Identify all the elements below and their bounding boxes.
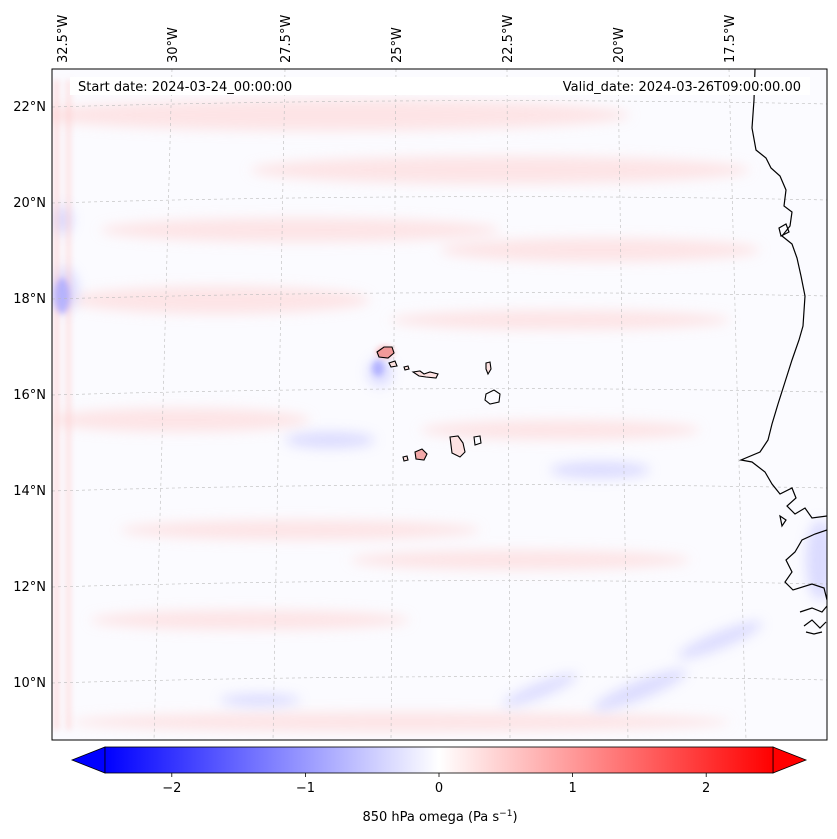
longitude-label: 17.5°W bbox=[723, 15, 738, 63]
latitude-label: 14°N bbox=[13, 484, 46, 499]
latitude-axis: 22°N 20°N 18°N 16°N 14°N 12°N 10°N bbox=[13, 100, 46, 691]
island-maio bbox=[473, 435, 482, 446]
colorbar-tick-label: −1 bbox=[296, 781, 315, 796]
longitude-label: 32.5°W bbox=[56, 15, 71, 63]
longitude-axis: 32.5°W 30°W 27.5°W 25°W 22.5°W 20°W 17.5… bbox=[56, 15, 738, 63]
start-date-label: Start date: 2024-03-24_00:00:00 bbox=[78, 80, 292, 95]
island-santa-luzia bbox=[403, 365, 410, 371]
latitude-label: 10°N bbox=[13, 676, 46, 691]
valid-date-label: Valid_date: 2024-03-26T09:00:00.00 bbox=[563, 80, 801, 95]
colorbar-tick-label: 2 bbox=[702, 781, 710, 796]
island-boa-vista bbox=[484, 389, 501, 405]
colorbar-extend-max bbox=[772, 746, 808, 774]
longitude-label: 22.5°W bbox=[501, 15, 516, 63]
longitude-label: 25°W bbox=[390, 27, 405, 63]
latitude-label: 18°N bbox=[13, 292, 46, 307]
colorbar: −2 −1 0 1 2 850 hPa omega (Pa s−1) bbox=[70, 746, 808, 825]
colorbar-label-main: 850 hPa omega (Pa s bbox=[362, 810, 499, 825]
longitude-label: 27.5°W bbox=[279, 15, 294, 63]
guinea-bissau-coast bbox=[799, 605, 827, 635]
colorbar-tick-label: 1 bbox=[568, 781, 576, 796]
island-brava bbox=[402, 455, 409, 462]
latitude-label: 22°N bbox=[13, 100, 46, 115]
latitude-label: 20°N bbox=[13, 196, 46, 211]
coastlines bbox=[738, 69, 827, 635]
coastal-islet-1 bbox=[778, 223, 790, 237]
map-panel: Start date: 2024-03-24_00:00:00 Valid_da… bbox=[52, 69, 827, 740]
longitude-label: 30°W bbox=[166, 27, 181, 63]
colorbar-ticks: −2 −1 0 1 2 bbox=[162, 773, 710, 796]
colorbar-label-close: ) bbox=[512, 810, 517, 825]
latitude-label: 16°N bbox=[13, 388, 46, 403]
coastal-islet-2 bbox=[779, 514, 787, 528]
date-info-strip bbox=[70, 77, 810, 95]
graticule bbox=[52, 69, 827, 740]
cape-verde-islands bbox=[376, 346, 501, 462]
island-fogo bbox=[414, 448, 428, 461]
western-edge-stripes bbox=[54, 80, 71, 730]
map-frame bbox=[51, 68, 828, 741]
island-sao-vicente bbox=[388, 360, 398, 368]
colorbar-tick-label: −2 bbox=[162, 781, 181, 796]
senegal-gambia-coast bbox=[784, 529, 827, 601]
colorbar-extend-min bbox=[70, 746, 106, 774]
longitude-label: 20°W bbox=[612, 27, 627, 63]
colorbar-label: 850 hPa omega (Pa s−1) bbox=[362, 809, 517, 825]
colorbar-tick-label: 0 bbox=[435, 781, 443, 796]
omega-field bbox=[52, 80, 827, 732]
africa-coastline bbox=[738, 69, 827, 519]
island-sao-nicolau bbox=[411, 370, 439, 379]
island-santo-antao bbox=[376, 346, 395, 359]
island-santiago bbox=[449, 435, 466, 458]
island-negative-cell bbox=[372, 360, 384, 376]
colorbar-label-sup: −1 bbox=[499, 809, 512, 819]
positive-omega-bands bbox=[52, 99, 760, 732]
island-sal bbox=[485, 361, 492, 376]
latitude-label: 12°N bbox=[13, 580, 46, 595]
colorbar-gradient bbox=[104, 746, 774, 774]
